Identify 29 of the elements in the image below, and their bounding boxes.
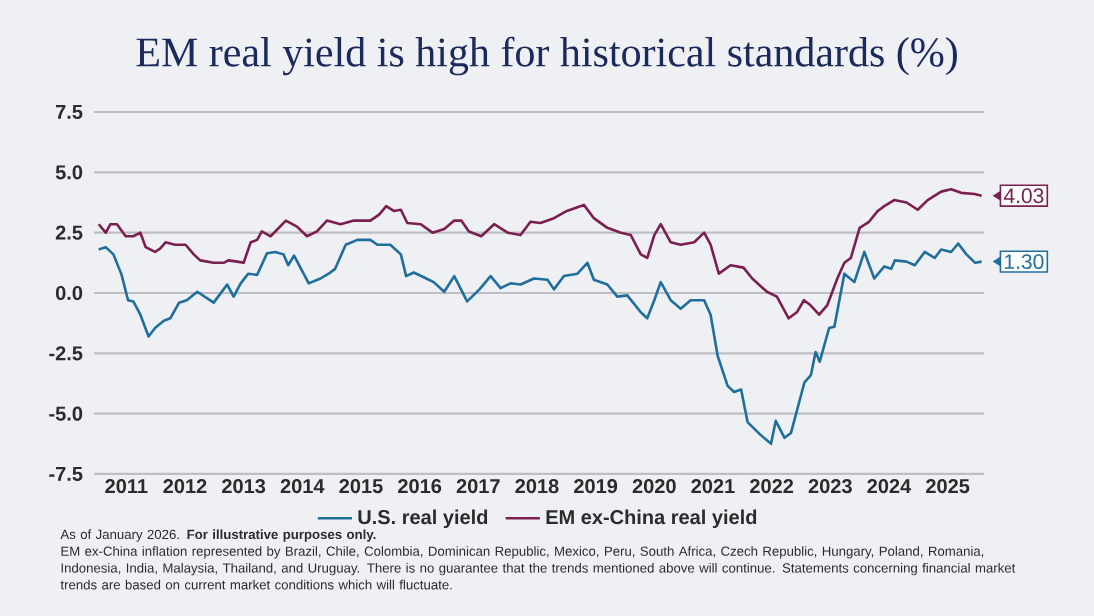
line-series (97, 238, 983, 446)
x-tick-label: 2025 (926, 479, 970, 494)
y-tick-label: -2.5 (49, 346, 83, 361)
legend-label: EM ex-China real yield (546, 509, 757, 529)
x-tick-label: 2015 (339, 479, 383, 494)
x-tick-label: 2018 (515, 479, 559, 494)
x-tick-label: 2021 (691, 479, 735, 494)
x-tick-label: 2013 (222, 479, 266, 494)
x-tick-label: 2012 (163, 479, 207, 494)
x-tick-label: 2024 (867, 479, 912, 494)
x-tick-label: 2022 (750, 479, 794, 494)
y-tick-label: 2.5 (55, 225, 83, 240)
line-series (97, 187, 983, 320)
x-tick-label: 2020 (632, 479, 676, 494)
legend-label: U.S. real yield (358, 509, 488, 529)
y-tick-label: 0.0 (55, 285, 83, 301)
x-tick-label: 2023 (808, 479, 852, 494)
x-tick-label: 2019 (574, 479, 618, 494)
y-tick-label: -7.5 (49, 466, 83, 481)
x-tick-label: 2011 (105, 479, 148, 494)
y-tick-label: 5.0 (55, 165, 83, 180)
annotation: 4.03 (1003, 188, 1044, 204)
x-tick-label: 2016 (398, 479, 442, 494)
y-tick-label: 7.5 (56, 105, 83, 119)
chart-title: EM real yield is high for historical standards (%) (136, 36, 957, 76)
annotation: 1.30 (1005, 254, 1044, 270)
x-tick-label: 2014 (280, 479, 325, 494)
y-tick-label: -5.0 (49, 406, 83, 421)
x-tick-label: 2017 (456, 479, 500, 494)
